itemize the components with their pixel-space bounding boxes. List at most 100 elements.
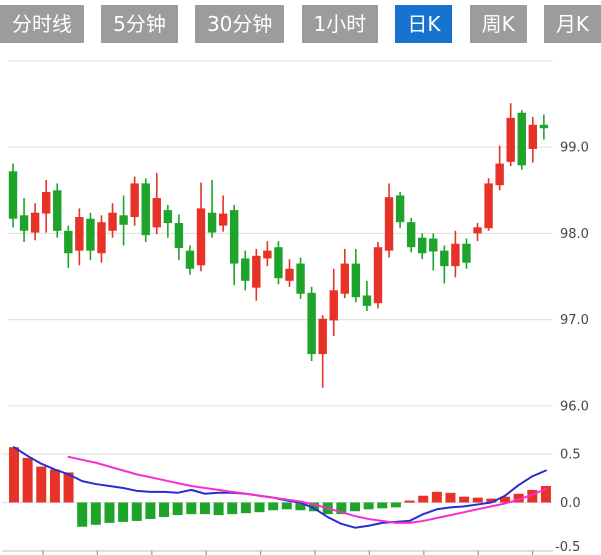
- candle-body: [384, 197, 394, 251]
- tab-30min[interactable]: 30分钟: [194, 5, 285, 43]
- price-axis-label: 97.0: [560, 313, 589, 328]
- macd-axis-label: 0.0: [560, 496, 581, 511]
- candle-body: [163, 210, 173, 224]
- candle-body: [196, 208, 206, 266]
- macd-bar-negative: [254, 502, 265, 513]
- candle-body: [473, 227, 482, 234]
- candle-body: [296, 263, 305, 294]
- candle-body: [285, 268, 294, 281]
- macd-bar-negative: [240, 502, 251, 514]
- candle-body: [418, 237, 427, 254]
- candle-body: [440, 250, 449, 267]
- macd-bar-positive: [36, 466, 47, 503]
- price-axis-label: 96.0: [560, 399, 589, 414]
- tab-weekly-k[interactable]: 周K: [469, 5, 527, 43]
- candle-body: [495, 163, 504, 186]
- candle-body: [64, 230, 73, 254]
- macd-bar-positive: [500, 496, 511, 503]
- macd-bar-positive: [9, 447, 19, 503]
- candle-body: [406, 222, 416, 248]
- macd-bar-negative: [281, 502, 292, 510]
- macd-bar-positive: [472, 497, 483, 503]
- candle-body: [119, 215, 128, 225]
- macd-bar-negative: [172, 502, 183, 516]
- candle-body: [8, 171, 18, 219]
- candle-body: [528, 124, 538, 149]
- tab-5min[interactable]: 5分钟: [101, 5, 178, 43]
- candle-body: [373, 247, 383, 304]
- candle-body: [86, 218, 95, 251]
- macd-bar-negative: [118, 502, 129, 522]
- candle-body: [351, 263, 361, 298]
- candle-body: [484, 183, 493, 229]
- candle-body: [539, 124, 549, 129]
- candle-body: [429, 238, 438, 252]
- candle-body: [340, 263, 349, 294]
- candle-body: [318, 318, 327, 355]
- macd-bar-negative: [213, 502, 224, 516]
- macd-bar-positive: [418, 495, 429, 503]
- macd-bar-negative: [309, 502, 320, 512]
- macd-bar-positive: [63, 472, 74, 503]
- macd-bar-negative: [363, 502, 374, 510]
- candle-body: [185, 250, 195, 269]
- macd-bar-negative: [77, 502, 88, 527]
- candle-body: [274, 247, 283, 279]
- candle-body: [263, 250, 272, 259]
- macd-bar-positive: [540, 486, 551, 503]
- candle-body: [241, 258, 250, 281]
- macd-bar-positive: [404, 500, 415, 503]
- macd-bar-negative: [390, 502, 401, 508]
- candle-body: [41, 192, 51, 214]
- macd-bar-positive: [527, 489, 538, 503]
- macd-bar-positive: [513, 493, 524, 503]
- tab-time-line[interactable]: 分时线: [0, 5, 84, 43]
- price-axis-label: 99.0: [560, 141, 589, 156]
- macd-bar-negative: [350, 502, 360, 512]
- candle-body: [75, 217, 84, 251]
- candle-body: [395, 195, 405, 223]
- tab-daily-k[interactable]: 日K: [395, 5, 453, 43]
- macd-bar-negative: [199, 502, 210, 515]
- candle-body: [307, 292, 316, 355]
- candle-body: [130, 183, 139, 218]
- candle-body: [207, 212, 217, 233]
- candle-body: [152, 198, 161, 228]
- candle-body: [517, 112, 526, 166]
- candle-body: [451, 243, 460, 267]
- macd-bar-positive: [486, 498, 497, 503]
- candle-body: [329, 290, 338, 321]
- macd-bar-positive: [49, 469, 60, 503]
- macd-bar-positive: [431, 491, 442, 503]
- candle-body: [30, 212, 40, 233]
- tab-1hour[interactable]: 1小时: [301, 5, 379, 43]
- candle-body: [174, 223, 184, 249]
- dea-line: [67, 455, 547, 524]
- candle-body: [462, 243, 471, 263]
- candle-body: [97, 222, 106, 254]
- candle-body: [362, 295, 372, 306]
- macd-bar-negative: [186, 502, 197, 515]
- macd-bar-negative: [159, 502, 170, 518]
- price-axis-label: 98.0: [560, 227, 589, 242]
- candle-body: [19, 215, 29, 231]
- candle-body: [108, 212, 117, 231]
- macd-bar-negative: [131, 502, 142, 521]
- macd-bar-negative: [268, 502, 279, 511]
- macd-bar-negative: [227, 502, 238, 515]
- period-tab-bar: 分时线 5分钟 30分钟 1小时 日K 周K 月K: [0, 5, 601, 43]
- macd-bar-negative: [90, 502, 101, 525]
- macd-bar-negative: [145, 502, 156, 519]
- candle-body: [230, 210, 239, 264]
- macd-bar-negative: [377, 502, 388, 509]
- macd-bar-negative: [336, 502, 347, 515]
- candle-body: [218, 213, 228, 226]
- candle-body: [141, 183, 150, 236]
- macd-bar-positive: [445, 492, 456, 503]
- candle-body: [252, 255, 261, 288]
- candle-body: [53, 190, 62, 231]
- macd-axis-label: 0.5: [560, 448, 581, 463]
- tab-monthly-k[interactable]: 月K: [543, 5, 601, 43]
